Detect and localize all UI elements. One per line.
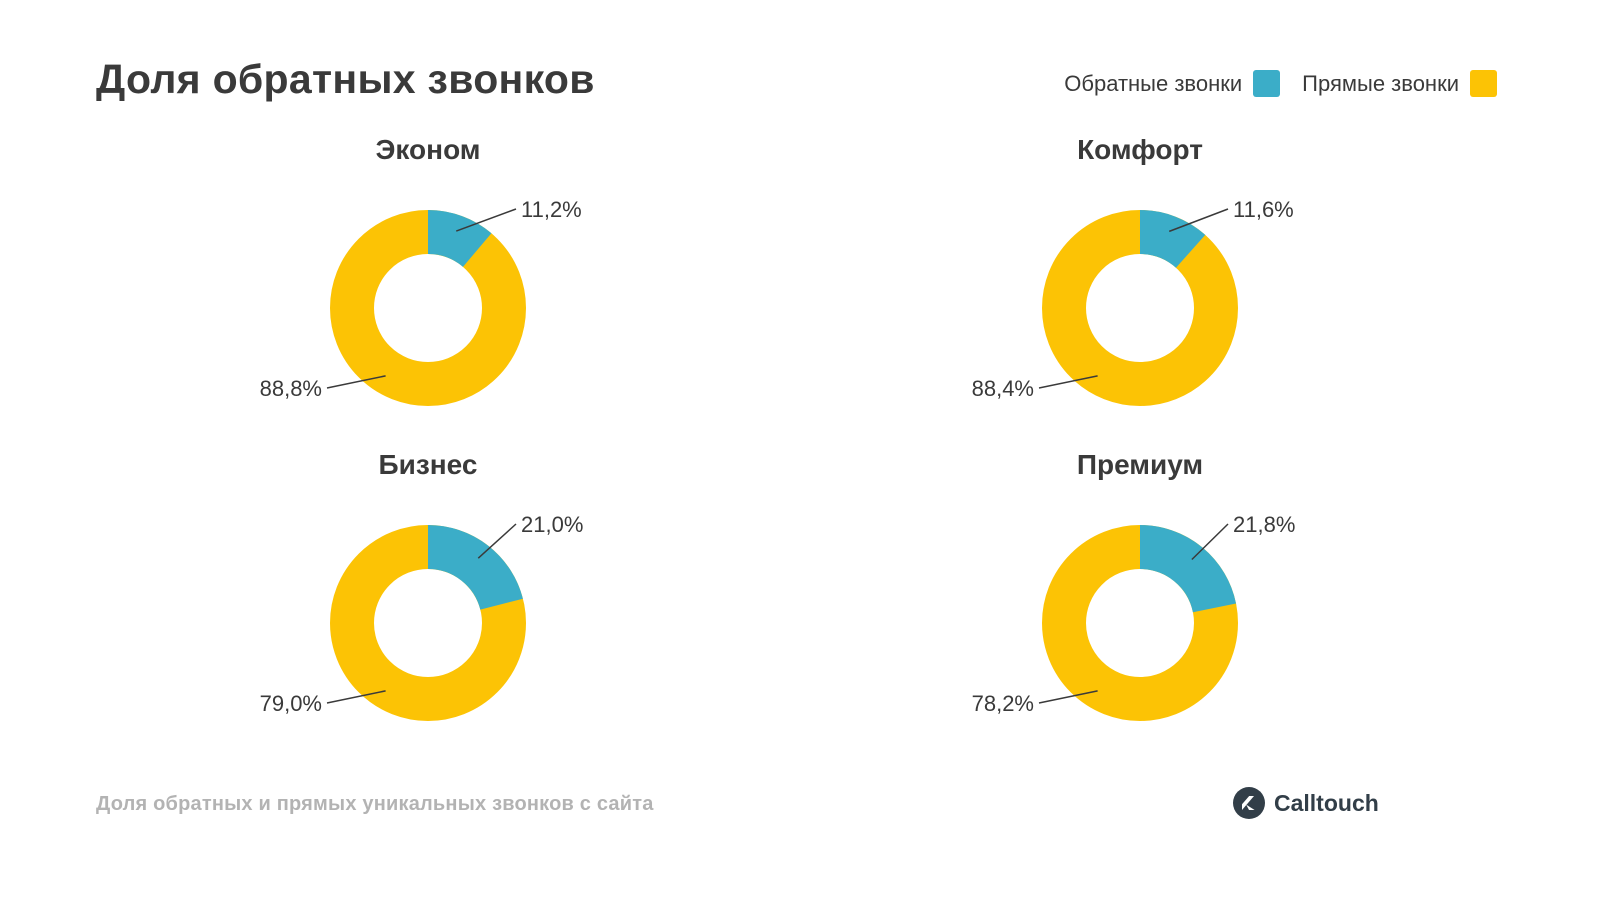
leader-line-callback [1168, 208, 1229, 233]
percent-label-direct: 79,0% [260, 691, 322, 716]
legend-item-direct: Прямые звонки [1302, 70, 1497, 97]
percent-label-direct: 88,8% [260, 376, 322, 401]
legend: Обратные звонки Прямые звонки [1064, 70, 1497, 97]
legend-swatch-callback [1253, 70, 1281, 97]
percent-label-callback: 21,0% [521, 512, 583, 537]
donut-segment-callback [330, 210, 526, 406]
percent-label-callback: 21,8% [1233, 512, 1295, 537]
legend-label-callback: Обратные звонки [1064, 70, 1243, 96]
donut-segment-callback [1042, 525, 1238, 721]
percent-label-callback: 11,2% [521, 197, 582, 222]
leader-line-callback [477, 523, 517, 559]
page-title: Доля обратных звонков [96, 56, 595, 102]
donut-segment-direct [330, 210, 526, 406]
percent-label-direct: 88,4% [972, 376, 1034, 401]
legend-item-callback: Обратные звонки [1064, 70, 1281, 97]
donut-chart-premium: 21,8% 78,2% [972, 512, 1295, 721]
donut-segment-callback [330, 525, 526, 721]
leader-line-callback [1191, 523, 1229, 561]
chart-panel-biznes: Бизнес 21,0% 79,0% [168, 443, 688, 787]
chart-panel-premium: Премиум 21,8% 78,2% [880, 443, 1400, 787]
legend-label-direct: Прямые звонки [1302, 70, 1459, 96]
percent-label-callback: 11,6% [1233, 197, 1294, 222]
chart-title-premium: Премиум [1076, 449, 1204, 480]
chart-title-ekonom: Эконом [375, 134, 481, 165]
donut-chart-komfort: 11,6% 88,4% [972, 197, 1294, 406]
chart-panel-komfort: Комфорт 11,6% 88,4% [880, 128, 1400, 472]
calltouch-wordmark: Calltouch [1274, 789, 1379, 816]
donut-chart-biznes: 21,0% 79,0% [260, 512, 583, 721]
calltouch-logo-icon [1233, 787, 1265, 819]
percent-label-direct: 78,2% [972, 691, 1034, 716]
chart-title-komfort: Комфорт [1077, 134, 1203, 165]
leader-line-callback [456, 208, 517, 232]
chart-footnote: Доля обратных и прямых уникальных звонко… [96, 793, 654, 815]
leader-line-direct [326, 690, 386, 704]
donut-chart-ekonom: 11,2% 88,8% [260, 197, 582, 406]
leader-line-direct [1038, 690, 1098, 704]
chart-panel-ekonom: Эконом 11,2% 88,8% [168, 128, 688, 472]
leader-line-direct [1038, 375, 1098, 389]
donut-segment-callback [1042, 210, 1238, 406]
legend-swatch-direct [1470, 70, 1497, 97]
chart-title-biznes: Бизнес [378, 449, 478, 480]
donut-segment-direct [1042, 210, 1238, 406]
leader-line-direct [326, 375, 386, 389]
calltouch-logo: Calltouch [1233, 787, 1379, 819]
